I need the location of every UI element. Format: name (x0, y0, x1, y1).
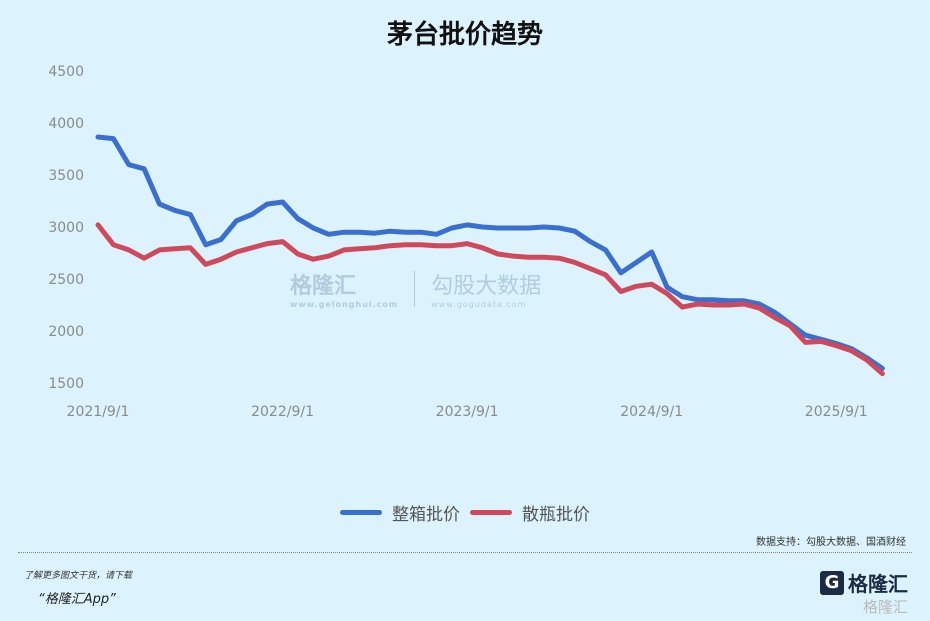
series-line-0 (95, 134, 885, 371)
legend-item-0: 整箱批价 (340, 500, 460, 525)
x-tick-label: 2022/9/1 (251, 404, 314, 420)
y-tick-label: 1500 (48, 376, 84, 392)
y-tick-label: 2000 (48, 324, 84, 340)
legend-label: 整箱批价 (392, 505, 460, 525)
footer-divider (18, 552, 912, 553)
watermark-gogudata: 勾股大数据 www.gogudata.com (431, 274, 542, 309)
watermark-divider (414, 270, 416, 307)
y-tick-label: 4000 (48, 116, 84, 132)
x-tick-label: 2021/9/1 (67, 404, 130, 420)
chart-title: 茅台批价趋势 (386, 20, 543, 50)
legend-label: 散瓶批价 (522, 505, 590, 525)
logo-watermark: 格隆汇 (862, 598, 908, 616)
promo-text: 了解更多图文干货，请下载 (24, 571, 133, 581)
legend: 整箱批价 散瓶批价 (0, 500, 930, 525)
promo-app: “格隆汇App” (38, 592, 116, 607)
logo-g-icon: G (820, 570, 844, 595)
x-tick-label: 2025/9/1 (805, 404, 868, 420)
data-source: 数据支持：勾股大数据、国酒财经 (756, 537, 906, 548)
y-tick-label: 4500 (48, 64, 84, 80)
x-tick-label: 2024/9/1 (620, 404, 683, 420)
legend-swatch (470, 510, 512, 515)
legend-item-1: 散瓶批价 (470, 500, 590, 525)
x-tick-label: 2023/9/1 (436, 404, 499, 420)
y-tick-label: 3000 (48, 220, 84, 236)
y-tick-label: 2500 (48, 272, 84, 288)
watermark: 格隆汇 www.gelonghui.com 勾股大数据 www.gogudata.c… (290, 268, 541, 309)
logo-text: 格隆汇 (848, 572, 908, 596)
watermark-gelonghui: 格隆汇 www.gelonghui.com (290, 274, 399, 309)
legend-swatch (340, 510, 382, 515)
gelonghui-logo: G 格隆汇 (820, 568, 908, 597)
series-line-1 (95, 222, 885, 377)
y-tick-label: 3500 (48, 168, 84, 184)
